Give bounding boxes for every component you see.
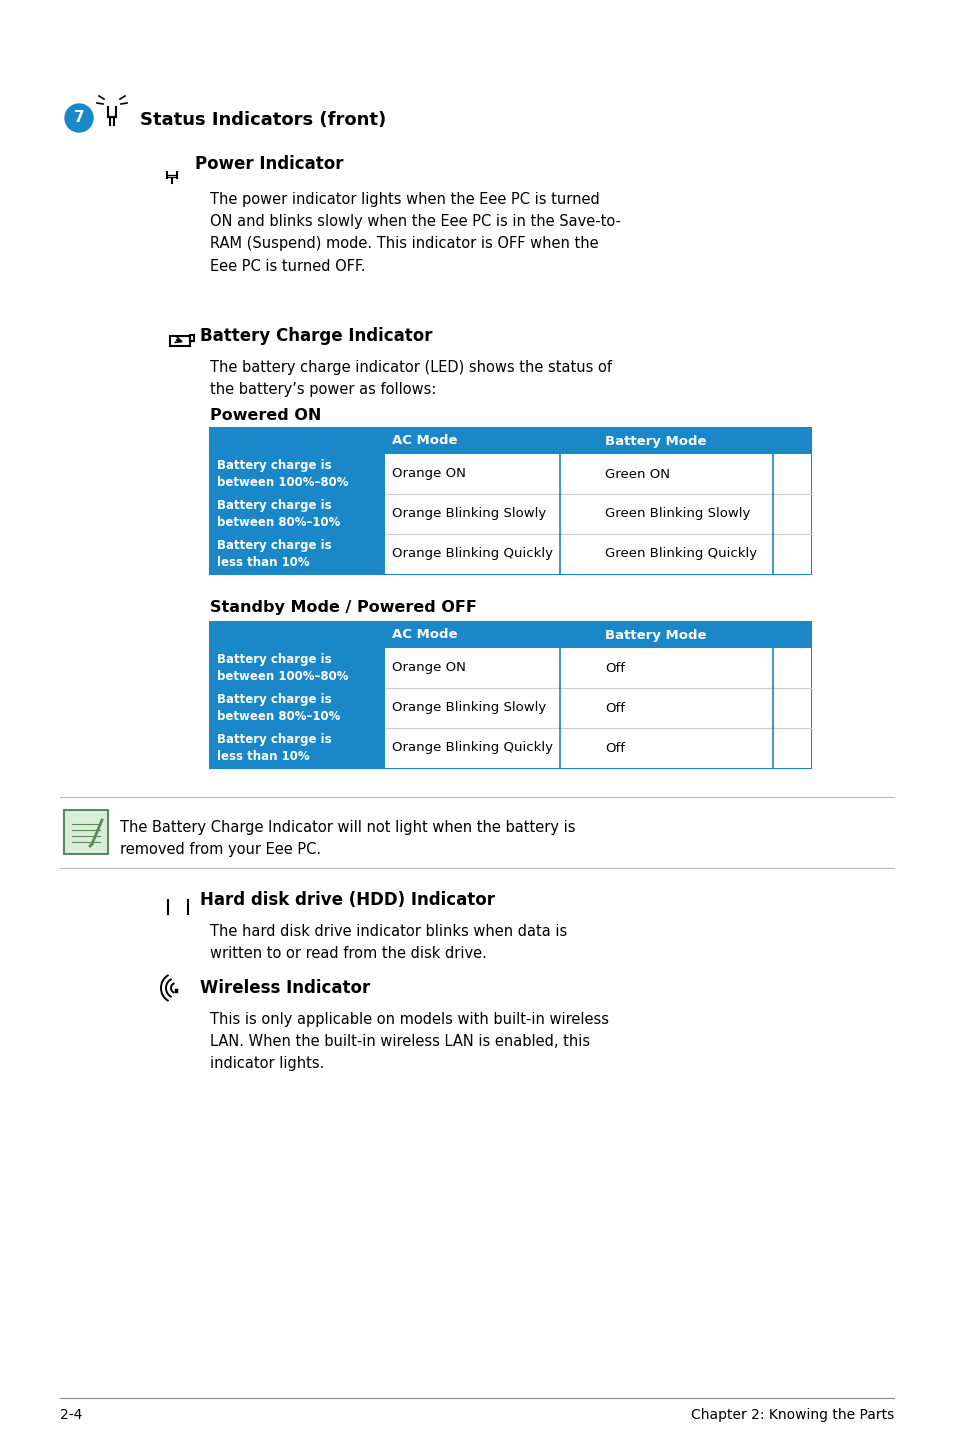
Text: Orange Blinking Slowly: Orange Blinking Slowly [392,508,546,521]
Bar [598,454,810,495]
Text: Off: Off [604,661,624,674]
Bar [210,623,810,768]
Bar [210,623,810,649]
Bar [598,728,810,768]
Text: Battery Charge Indicator: Battery Charge Indicator [200,326,432,345]
Bar [210,495,385,533]
Bar [210,533,385,574]
Text: The power indicator lights when the Eee PC is turned
ON and blinks slowly when t: The power indicator lights when the Eee … [210,193,620,273]
Text: Green Blinking Quickly: Green Blinking Quickly [604,548,757,561]
Text: 7: 7 [73,111,84,125]
Text: Standby Mode / Powered OFF: Standby Mode / Powered OFF [210,600,476,615]
Bar [210,429,810,454]
Bar [385,687,598,728]
Bar [598,687,810,728]
Text: Green ON: Green ON [604,467,669,480]
Text: Green Blinking Slowly: Green Blinking Slowly [604,508,750,521]
Text: Hard disk drive (HDD) Indicator: Hard disk drive (HDD) Indicator [200,892,495,909]
Text: Orange ON: Orange ON [392,661,465,674]
Bar [210,429,810,574]
Text: AC Mode: AC Mode [392,434,457,447]
Bar [210,649,385,687]
Bar [385,649,598,687]
Bar [170,336,190,347]
Text: Battery charge is
between 80%–10%: Battery charge is between 80%–10% [216,693,340,722]
Bar [598,495,810,533]
Bar [385,533,598,574]
Bar [108,106,116,116]
Bar [598,533,810,574]
Text: Battery charge is
less than 10%: Battery charge is less than 10% [216,733,332,762]
Text: 2-4: 2-4 [60,1408,82,1422]
Text: AC Mode: AC Mode [392,628,457,641]
Text: Status Indicators (front): Status Indicators (front) [140,111,386,129]
Text: Power Indicator: Power Indicator [194,155,343,173]
Bar [385,728,598,768]
Text: Battery charge is
between 100%–80%: Battery charge is between 100%–80% [216,653,348,683]
Bar [210,687,385,728]
Bar [210,728,385,768]
Text: Orange Blinking Quickly: Orange Blinking Quickly [392,548,553,561]
Text: Off: Off [604,702,624,715]
Text: Orange Blinking Slowly: Orange Blinking Slowly [392,702,546,715]
Text: Battery Mode: Battery Mode [604,434,706,447]
Bar [385,495,598,533]
Circle shape [65,104,92,132]
Text: Battery charge is
between 100%–80%: Battery charge is between 100%–80% [216,460,348,489]
Bar [190,335,193,341]
Text: Chapter 2: Knowing the Parts: Chapter 2: Knowing the Parts [690,1408,893,1422]
Text: The battery charge indicator (LED) shows the status of
the battery’s power as fo: The battery charge indicator (LED) shows… [210,360,612,397]
Text: Wireless Indicator: Wireless Indicator [200,979,370,997]
Text: Powered ON: Powered ON [210,408,321,423]
Bar [64,810,108,854]
Text: The Battery Charge Indicator will not light when the battery is
removed from you: The Battery Charge Indicator will not li… [120,820,575,857]
Text: Battery charge is
between 80%–10%: Battery charge is between 80%–10% [216,499,340,529]
Bar [385,454,598,495]
Text: Battery Mode: Battery Mode [604,628,706,641]
Text: Battery charge is
less than 10%: Battery charge is less than 10% [216,539,332,568]
Text: Off: Off [604,742,624,755]
Bar [210,454,385,495]
Bar [598,649,810,687]
Text: Orange ON: Orange ON [392,467,465,480]
Text: The hard disk drive indicator blinks when data is
written to or read from the di: The hard disk drive indicator blinks whe… [210,925,567,961]
Text: This is only applicable on models with built-in wireless
LAN. When the built-in : This is only applicable on models with b… [210,1012,608,1071]
Text: Orange Blinking Quickly: Orange Blinking Quickly [392,742,553,755]
